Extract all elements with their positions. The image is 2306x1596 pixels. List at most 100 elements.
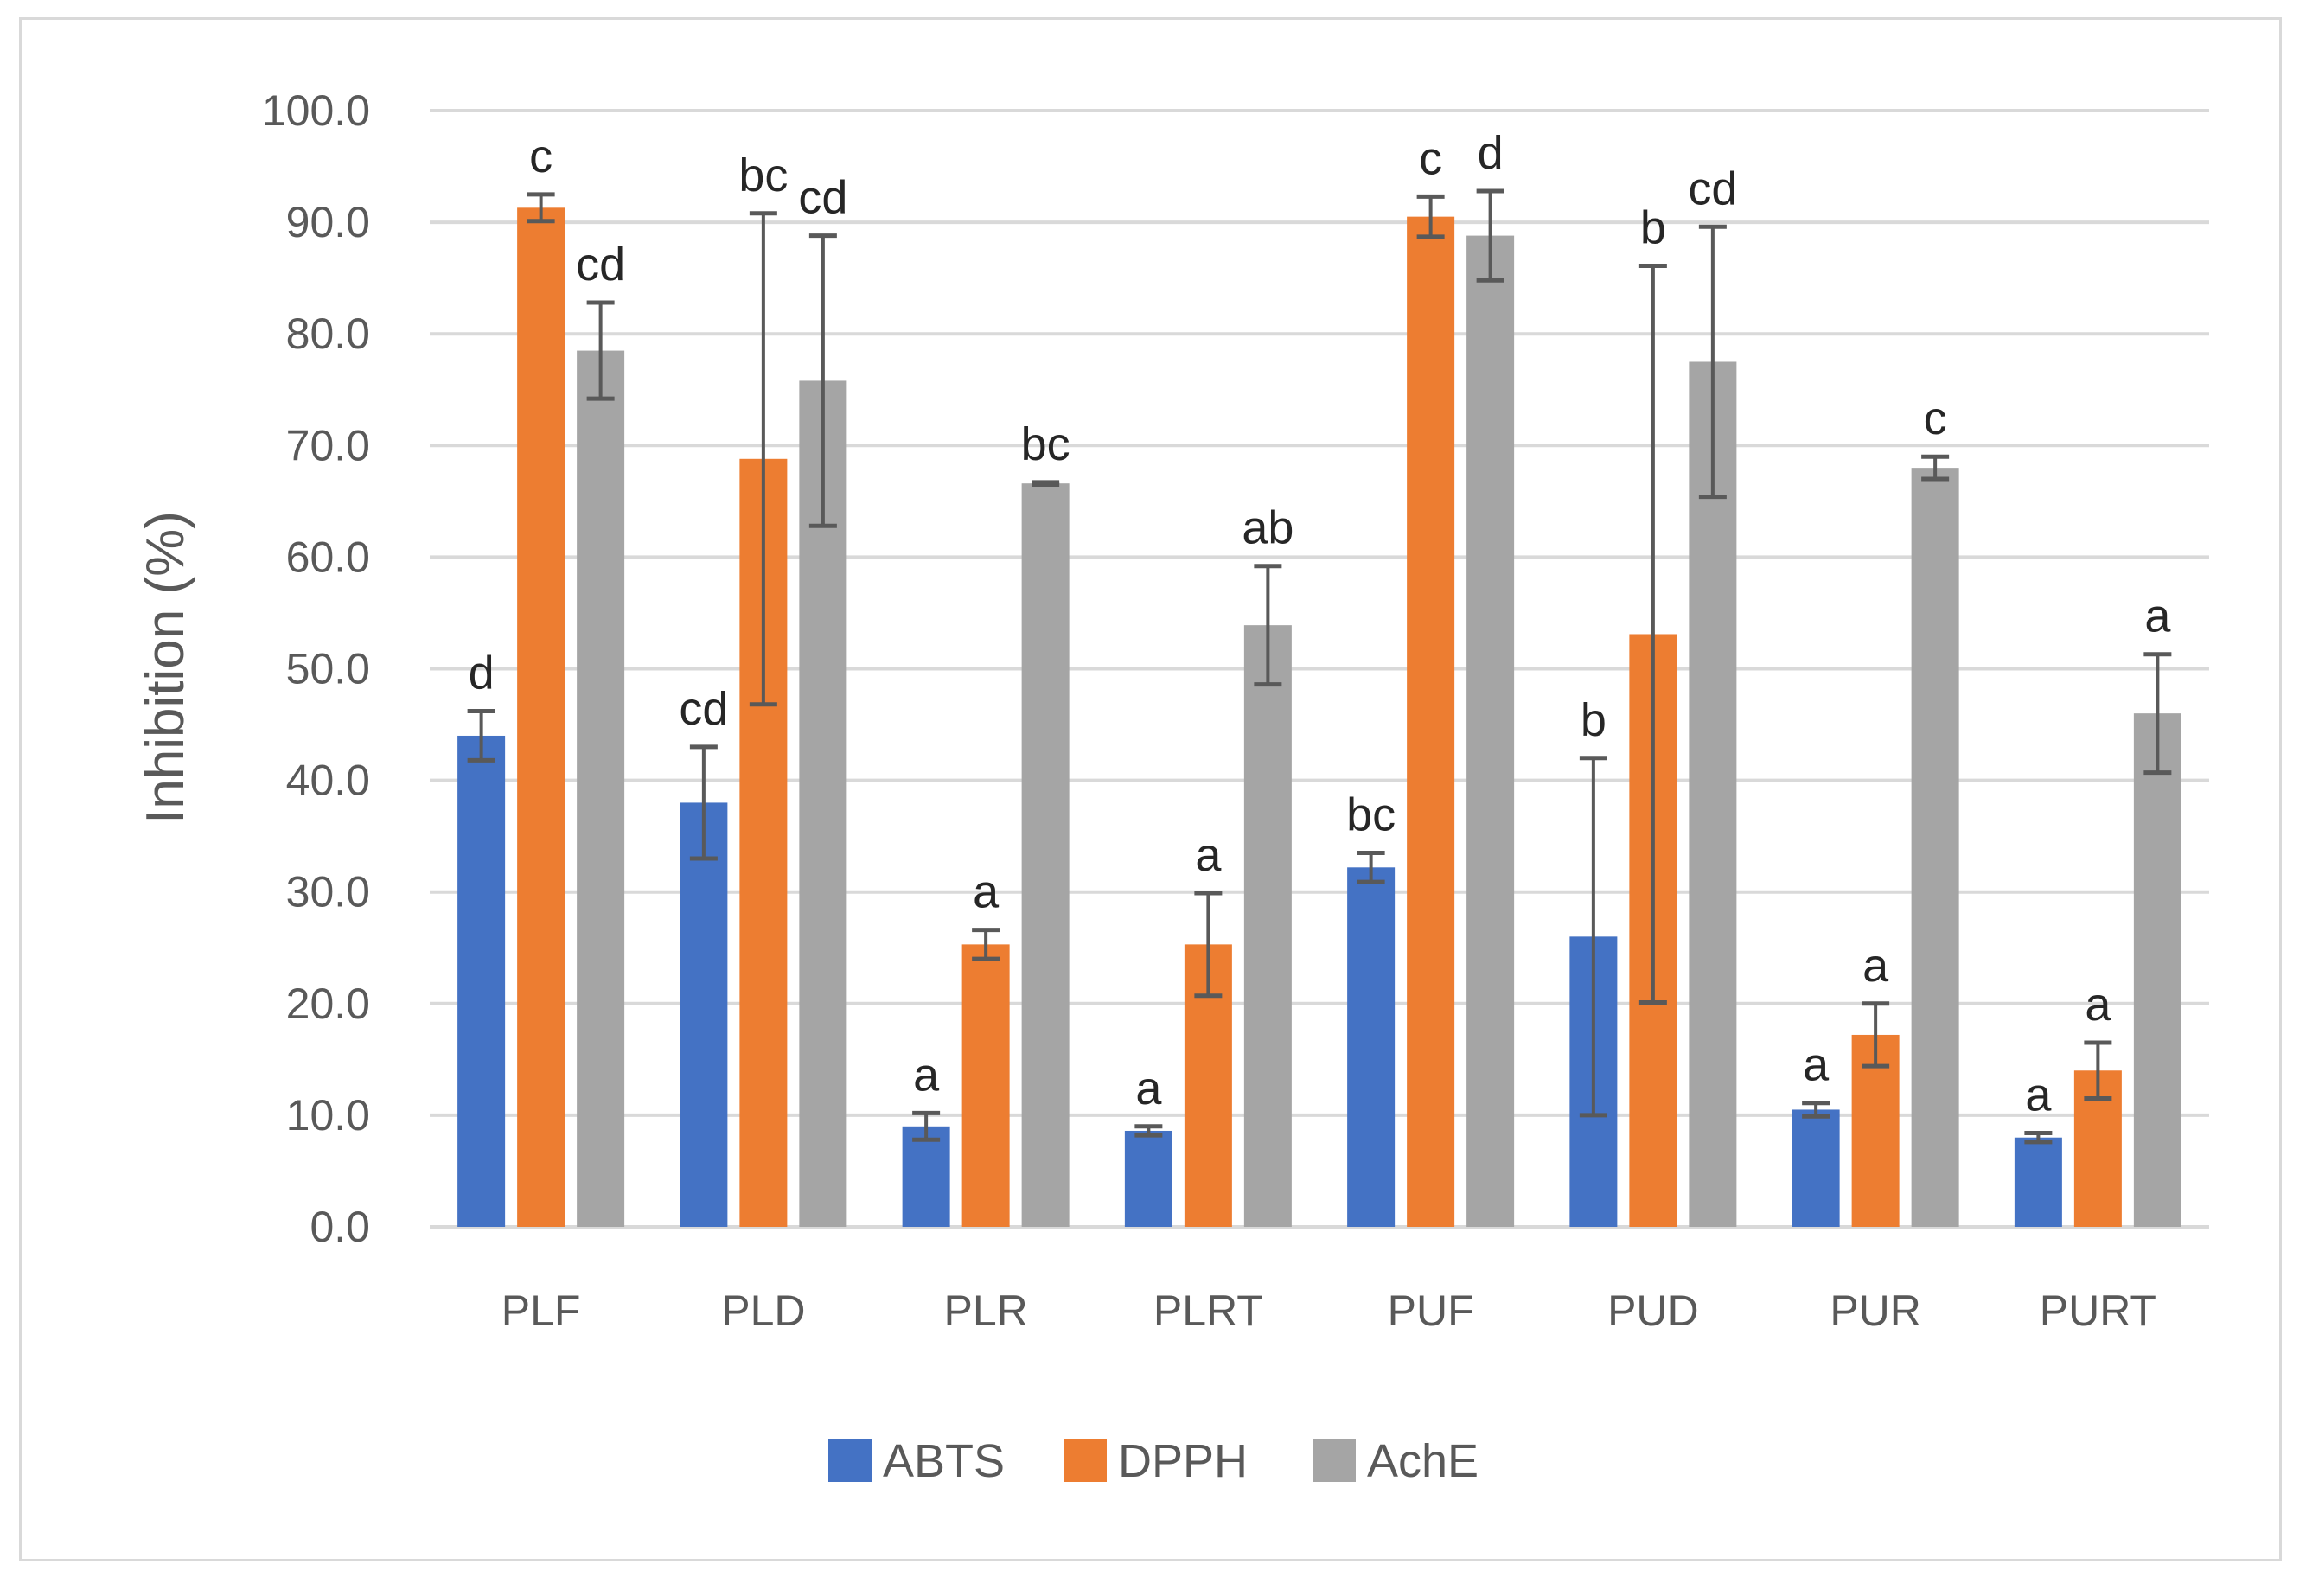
error-bar [749,211,777,707]
bar-ache-pur [1911,468,1959,1227]
significance-label: bc [1346,789,1396,841]
error-bar [586,300,615,401]
significance-label: d [1478,127,1504,179]
legend-swatch [1313,1439,1356,1482]
significance-label: a [973,866,1000,918]
significance-label: ab [1242,502,1294,554]
x-tick-label: PLRT [1153,1286,1263,1335]
bar-dpph-plr [961,944,1010,1227]
bar-ache-puf [1466,235,1515,1227]
legend-swatch [828,1439,872,1482]
error-bar [1921,454,1950,482]
bar-abts-pld [680,802,728,1227]
significance-label: bc [738,150,788,201]
significance-label: a [1195,829,1222,881]
y-tick-label: 90.0 [286,198,370,246]
x-tick-label: PLF [501,1286,581,1335]
bar-abts-purt [2014,1137,2062,1227]
y-tick-label: 60.0 [286,533,370,581]
y-tick-label: 10.0 [286,1091,370,1140]
x-tick-label: PURT [2040,1286,2156,1335]
error-bar [1802,1101,1830,1119]
bar-ache-plr [1021,483,1070,1227]
legend-item-ache: AchE [1313,1435,1479,1487]
significance-label: a [2085,979,2111,1031]
error-bar [1357,851,1385,884]
error-bar [1032,480,1060,487]
y-tick-label: 0.0 [310,1203,370,1251]
y-axis-ticks: 0.0 10.0 20.0 30.0 40.0 50.0 60.0 70.0 80.0 90.0 1… [262,86,370,1251]
significance-label: a [2025,1069,2052,1121]
bar-abts-puf [1347,867,1396,1227]
x-tick-label: PLD [721,1286,805,1335]
error-bar [1254,564,1282,687]
significance-label: a [1803,1039,1830,1091]
error-bar [1698,224,1727,500]
significance-label: a [1862,940,1889,992]
y-tick-label: 100.0 [262,86,370,135]
significance-label: c [1924,393,1947,444]
bar-dpph-puf [1407,216,1455,1227]
error-bar [1194,891,1223,999]
error-bar [1416,194,1445,239]
legend-label: AchE [1367,1435,1479,1487]
significance-label: b [1640,201,1666,253]
error-bar [912,1110,941,1142]
error-bar [808,233,837,528]
x-tick-label: PUD [1607,1286,1699,1335]
error-bar [1862,1001,1890,1069]
significance-label: a [2144,591,2171,642]
significance-label: c [1419,132,1442,184]
x-tick-label: PUR [1830,1286,1921,1335]
bar-ache-pud [1689,361,1737,1228]
error-bar [527,192,555,224]
error-bar [1476,188,1504,283]
significance-label: a [1135,1063,1162,1114]
significance-label: d [469,648,495,699]
y-tick-label: 30.0 [286,868,370,916]
error-bars [467,188,2172,1145]
error-bar [2084,1040,2112,1101]
significance-label: bc [1021,418,1070,470]
x-axis-ticks: PLF PLD PLR PLRT PUF PUD PUR PURT [501,1286,2156,1335]
bar-abts-pur [1792,1109,1840,1227]
significance-label: cd [798,172,847,224]
significance-label: a [913,1049,940,1101]
error-bar [1579,756,1607,1118]
y-axis-title: Inhibition (%) [136,511,195,824]
x-tick-label: PLR [943,1286,1027,1335]
legend-item-abts: ABTS [828,1435,1005,1487]
bar-ache-plf [577,350,625,1227]
y-tick-label: 50.0 [286,645,370,693]
bars [457,207,2181,1228]
bar-abts-plr [902,1126,950,1227]
significance-label: b [1581,694,1607,746]
significance-label: cd [679,683,728,735]
error-bar [972,928,1000,961]
significance-label: c [529,131,553,182]
legend-item-dpph: DPPH [1064,1435,1248,1487]
y-tick-label: 40.0 [286,757,370,805]
legend-label: ABTS [883,1435,1005,1487]
bar-abts-plf [457,735,506,1227]
y-tick-label: 20.0 [286,980,370,1028]
legend-swatch [1064,1439,1107,1482]
bar-ache-purt [2133,713,2181,1227]
error-bar [467,709,495,763]
y-tick-label: 80.0 [286,310,370,358]
bar-ache-plrt [1243,625,1292,1227]
error-bar [689,744,718,861]
y-tick-label: 70.0 [286,421,370,469]
chart-frame [19,17,2282,1561]
error-bar [1134,1124,1163,1138]
error-bar [2024,1131,2053,1145]
legend-label: DPPH [1118,1435,1248,1487]
legend: ABTS DPPH AchE [828,1435,1479,1487]
significance-label: cd [576,239,625,290]
bar-abts-plrt [1124,1130,1172,1227]
significance-label: cd [1688,163,1737,214]
bar-dpph-plf [517,207,565,1227]
error-bar [1638,263,1667,1005]
